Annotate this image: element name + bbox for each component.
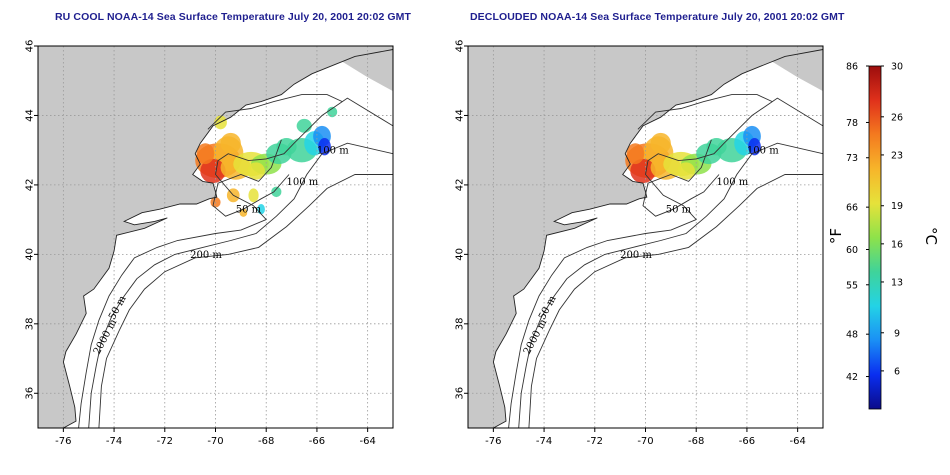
fahrenheit-tick-label: 86	[846, 62, 858, 73]
left-panel-title: RU COOL NOAA-14 Sea Surface Temperature …	[55, 11, 412, 23]
sst-patch	[650, 132, 671, 154]
coastline	[492, 46, 823, 428]
contour-label: 100 m	[717, 177, 749, 188]
sst-patch	[327, 106, 338, 118]
sst-patch	[196, 143, 215, 165]
sst-patch	[248, 188, 259, 203]
celsius-tick-label: 26	[891, 112, 903, 123]
lon-tick-label: -74	[536, 436, 552, 447]
lon-tick-label: -64	[359, 436, 375, 447]
fahrenheit-tick-label: 66	[846, 203, 858, 214]
lat-tick-label: 40	[25, 248, 36, 261]
sst-patch	[239, 208, 248, 217]
sst-patch	[271, 186, 282, 198]
lon-tick-label: -66	[739, 436, 755, 447]
lon-tick-label: -74	[106, 436, 122, 447]
lat-tick-label: 46	[25, 40, 36, 53]
sst-patch	[630, 158, 656, 184]
lon-tick-label: -72	[157, 436, 173, 447]
celsius-tick-label: 16	[891, 239, 903, 250]
coastline	[62, 46, 393, 428]
nova-scotia-land	[316, 46, 393, 92]
fahrenheit-tick-label: 55	[846, 280, 858, 291]
lat-tick-label: 42	[455, 179, 466, 192]
lat-tick-label: 38	[455, 317, 466, 330]
lat-tick-label: 46	[455, 40, 466, 53]
lat-tick-label: 44	[25, 109, 36, 122]
fahrenheit-tick-label: 73	[846, 153, 858, 164]
sst-patch	[677, 162, 695, 180]
bathymetry-contour	[637, 94, 773, 130]
lat-tick-label: 40	[455, 248, 466, 261]
sst-patch	[296, 118, 312, 133]
lat-tick-label: 38	[25, 317, 36, 330]
land-mass	[468, 46, 823, 428]
fahrenheit-tick-label: 60	[846, 245, 858, 256]
bathymetry-contour	[212, 139, 290, 217]
bathymetry-contour	[88, 142, 393, 428]
celsius-tick-label: 19	[891, 201, 903, 212]
lon-tick-label: -64	[789, 436, 805, 447]
colorbar-gradient	[868, 65, 882, 410]
lon-tick-label: -76	[485, 436, 501, 447]
land-mass	[38, 46, 393, 428]
lon-tick-label: -66	[309, 436, 325, 447]
contour-label: 100 m	[287, 177, 319, 188]
bathymetry-contour	[518, 142, 823, 428]
fahrenheit-tick-label: 78	[846, 118, 858, 129]
lat-tick-label: 42	[25, 179, 36, 192]
lat-tick-label: 36	[25, 387, 36, 400]
bathymetry-contour	[78, 97, 393, 428]
lat-tick-label: 44	[455, 109, 466, 122]
lon-tick-label: -68	[258, 436, 274, 447]
contour-label: 100 m	[747, 146, 779, 157]
celsius-tick-label: 9	[894, 328, 900, 339]
contour-label: 100 m	[317, 146, 349, 157]
nova-scotia-land	[746, 46, 823, 92]
contour-label: 200 m	[190, 250, 222, 261]
celsius-tick-label: 6	[894, 366, 900, 377]
celsius-tick-label: 13	[891, 277, 903, 288]
contour-label: 50 m	[666, 205, 692, 216]
fahrenheit-unit-label: °F	[827, 228, 845, 244]
lon-tick-label: -76	[55, 436, 71, 447]
sst-patch	[626, 143, 645, 165]
celsius-tick-label: 30	[891, 62, 903, 73]
bathymetry-contour	[207, 94, 343, 130]
bathymetry-contour	[528, 174, 823, 428]
lon-tick-label: -72	[587, 436, 603, 447]
colorbar: 30 26 23 19 16 13 9 6 86 78 73 66 60 55 48 42 °F °C	[827, 62, 940, 410]
lon-tick-label: -70	[637, 436, 653, 447]
sst-patch	[706, 138, 727, 156]
sst-patch	[276, 138, 297, 156]
fahrenheit-tick-label: 48	[846, 330, 858, 341]
contour-label: 50 m	[236, 205, 262, 216]
celsius-unit-label: °C	[922, 227, 940, 245]
bathymetry-contour	[508, 97, 823, 428]
lon-tick-label: -70	[207, 436, 223, 447]
lon-tick-label: -68	[688, 436, 704, 447]
bathymetry-contour	[98, 174, 393, 428]
right-panel-title: DECLOUDED NOAA-14 Sea Surface Temperatur…	[470, 11, 845, 23]
sst-patch	[220, 132, 241, 154]
fahrenheit-tick-label: 42	[846, 372, 858, 383]
bathymetry-contour	[642, 139, 720, 217]
sst-patch	[247, 162, 265, 180]
celsius-tick-label: 23	[891, 150, 903, 161]
lat-tick-label: 36	[455, 387, 466, 400]
sst-patch	[200, 158, 226, 184]
contour-label: 200 m	[620, 250, 652, 261]
